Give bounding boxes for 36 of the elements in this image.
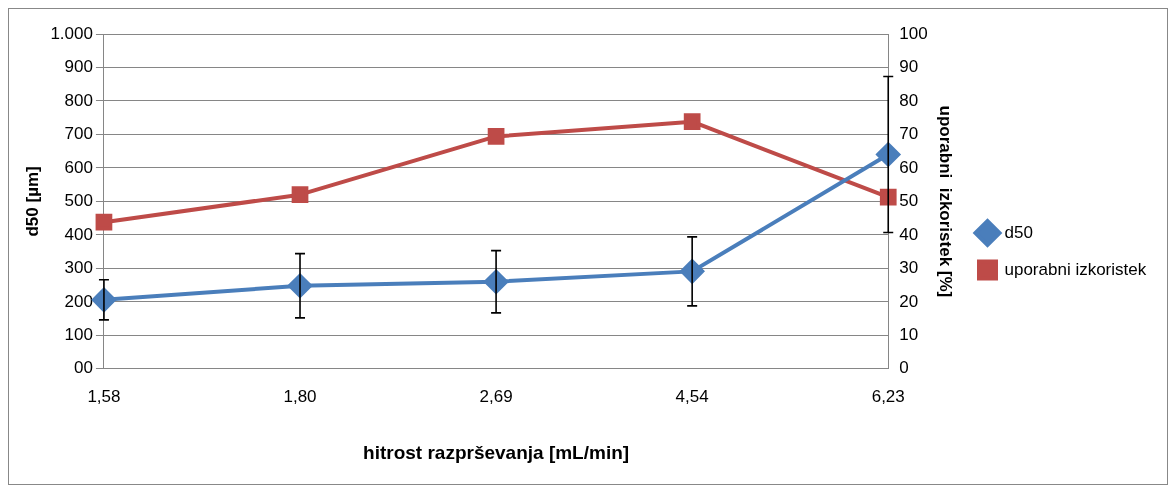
y2-tick-label: 0	[899, 358, 909, 378]
x-tick-label: 6,23	[871, 386, 905, 406]
y2-tick-label: 60	[899, 157, 919, 177]
y-tick-label: 800	[64, 90, 93, 110]
y-tick-label: 1.000	[50, 23, 93, 43]
x-axis-title: hitrost razprševanja [mL/min]	[363, 441, 630, 463]
y2-tick-label: 40	[899, 224, 919, 244]
y-tick-label: 900	[64, 57, 93, 77]
x-tick-label: 2,69	[479, 386, 513, 406]
y-tick-label: 200	[64, 291, 93, 311]
y-axis-title: d50 [µm]	[22, 166, 42, 237]
x-tick-label: 1,80	[283, 386, 317, 406]
point	[291, 186, 309, 204]
y2-tick-label: 50	[899, 191, 919, 211]
y-tick-label: 700	[64, 124, 93, 144]
y2-tick-label: 30	[899, 258, 919, 278]
y-tick-label: 300	[64, 258, 93, 278]
y-tick-label: 100	[64, 325, 93, 345]
legend-label: uporabni izkoristek	[1004, 259, 1147, 279]
point	[487, 128, 505, 145]
y2-tick-label: 70	[899, 124, 919, 144]
point	[683, 113, 701, 131]
y2-tick-label: 100	[899, 23, 928, 43]
x-tick-label: 4,54	[675, 386, 709, 406]
legend-label: d50	[1004, 222, 1033, 242]
y2-axis-title: uporabni izkoristek [%]	[936, 105, 956, 298]
y-tick-label: 600	[64, 157, 93, 177]
y2-tick-label: 10	[899, 325, 919, 345]
y-tick-label: 00	[74, 358, 93, 378]
y2-tick-label: 90	[899, 57, 919, 77]
y-tick-label: 500	[64, 191, 93, 211]
point	[95, 213, 113, 231]
y2-tick-label: 20	[899, 291, 919, 311]
y-tick-label: 400	[64, 224, 93, 244]
y2-tick-label: 80	[899, 90, 919, 110]
x-tick-label: 1,58	[87, 386, 121, 406]
